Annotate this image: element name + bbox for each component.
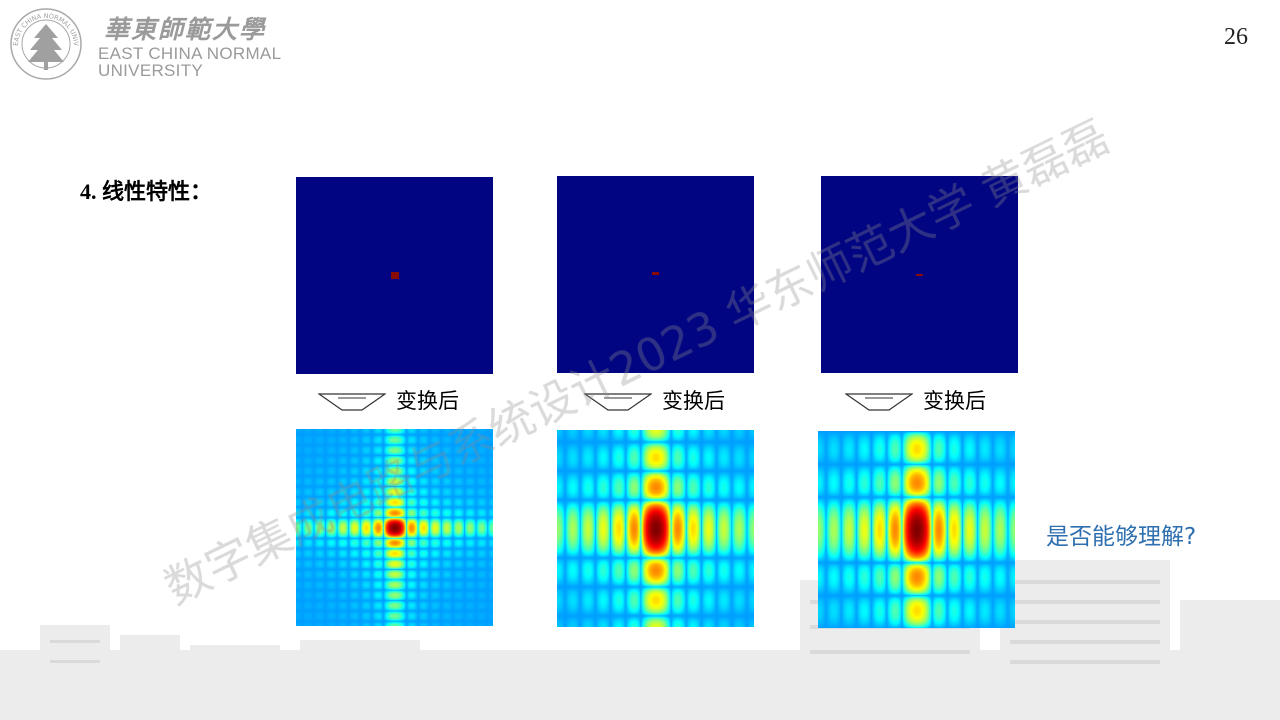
fourier-spectrum-image-3 (818, 431, 1015, 628)
input-image-3 (821, 176, 1018, 373)
input-image-1 (296, 177, 493, 374)
transform-label: 变换后 (662, 389, 725, 413)
impulse-line (916, 274, 923, 276)
page-number: 26 (1224, 24, 1248, 50)
down-arrow-icon (584, 393, 652, 411)
university-name-english-line2: UNIVERSITY (98, 61, 204, 80)
comprehension-question: 是否能够理解? (1046, 524, 1197, 550)
university-name-english-line1: EAST CHINA NORMAL (98, 44, 282, 63)
campus-buildings-background (0, 560, 1280, 720)
down-arrow-icon (845, 393, 913, 411)
down-arrow-icon (318, 393, 386, 411)
university-seal-icon: EAST CHINA NORMAL UNIVERSITY (8, 6, 82, 80)
university-logo: EAST CHINA NORMAL UNIVERSITY 華東師範大學 EAST… (8, 6, 308, 82)
transform-label: 变换后 (923, 389, 986, 413)
input-image-2 (557, 176, 754, 373)
fourier-spectrum-image-1 (296, 429, 493, 626)
transform-label: 变换后 (396, 389, 459, 413)
university-name-chinese: 華東師範大學 (104, 15, 267, 44)
fourier-spectrum-image-2 (557, 430, 754, 627)
impulse-line (652, 272, 659, 275)
impulse-point (391, 272, 399, 279)
section-title: 4. 线性特性： (80, 179, 213, 204)
